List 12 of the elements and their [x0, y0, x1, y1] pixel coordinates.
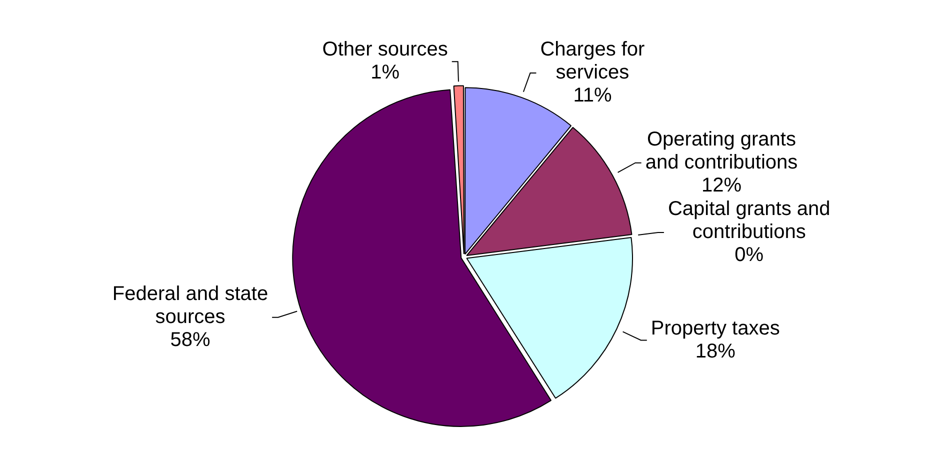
slice-label: Charges for services: [540, 38, 646, 84]
data-label: 58%: [170, 328, 210, 351]
slice-label: Operating grants and contributions: [645, 128, 798, 174]
text: 0%: [734, 244, 764, 266]
legend-label: Capital grants and contributions: [668, 198, 830, 244]
data-label: 1%: [370, 62, 400, 84]
slice-label: Other sources: [322, 38, 448, 61]
slice-label: Federal and state sources: [112, 282, 268, 328]
data-label: 12%: [701, 174, 742, 196]
data-label: 11%: [573, 84, 612, 107]
slice-label: Property taxes: [650, 317, 780, 340]
data-label: 18%: [695, 340, 736, 362]
